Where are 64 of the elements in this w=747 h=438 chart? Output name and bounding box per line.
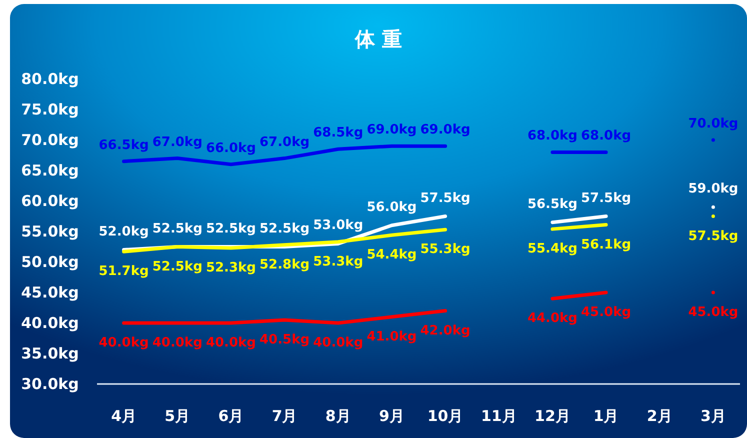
data-label: 69.0kg [420,122,470,138]
data-label: 57.5kg [420,190,470,206]
data-label: 55.4kg [527,242,578,257]
x-tick-label: 8月 [325,407,351,425]
data-label: 54.4kg [366,248,417,263]
data-label: 42.0kg [420,323,470,338]
data-label: 70.0kg [688,116,738,132]
x-tick-label: 12月 [534,407,570,425]
chart-title: 体 重 [354,27,402,51]
data-label: 40.0kg [98,336,149,350]
data-label: 51.7kg [98,264,149,280]
data-label: 52.5kg [260,221,310,236]
data-label: 53.3kg [313,254,364,270]
x-tick-label: 6月 [218,407,244,425]
y-tick-label: 60.0kg [21,192,79,210]
y-tick-label: 50.0kg [21,253,79,271]
data-label: 57.5kg [688,228,738,244]
y-tick-label: 65.0kg [21,162,79,180]
x-tick-label: 4月 [111,407,137,425]
data-label: 67.0kg [260,134,310,150]
data-label: 40.0kg [313,336,364,350]
y-tick-label: 55.0kg [21,222,79,240]
data-label: 40.5kg [260,332,310,348]
y-tick-label: 35.0kg [21,344,79,362]
data-label: 68.5kg [313,126,364,141]
x-tick-label: 7月 [272,407,298,425]
data-label: 68.0kg [581,128,632,144]
x-tick-label: 10月 [427,407,464,425]
x-tick-label: 11月 [480,407,517,425]
x-tick-label: 9月 [378,407,404,425]
data-label: 66.5kg [98,138,149,153]
data-label: 66.0kg [206,140,256,156]
data-label: 52.3kg [206,260,256,276]
data-label: 52.0kg [98,224,149,240]
data-label: 40.0kg [152,336,202,350]
data-label: 55.3kg [420,242,470,258]
data-label: 68.0kg [527,128,578,144]
data-label: 52.5kg [152,221,202,236]
data-label: 40.0kg [206,336,256,350]
data-label: 52.8kg [260,257,310,272]
data-label: 56.5kg [527,196,578,212]
data-label: 57.5kg [581,190,632,206]
x-tick-label: 1月 [593,407,619,425]
data-label: 41.0kg [366,329,417,344]
y-tick-label: 75.0kg [21,100,79,118]
data-label: 53.0kg [313,218,364,234]
data-label: 56.1kg [581,237,632,252]
data-label: 52.5kg [152,259,202,274]
data-label: 52.5kg [206,221,256,236]
x-tick-label: 5月 [164,407,190,425]
y-tick-label: 80.0kg [21,70,79,88]
y-tick-label: 40.0kg [21,314,79,332]
y-tick-label: 70.0kg [21,131,79,149]
y-tick-label: 30.0kg [21,375,79,393]
x-tick-label: 3月 [700,407,726,425]
data-label: 45.0kg [688,305,738,320]
x-tick-label: 2月 [646,407,672,425]
data-label: 56.0kg [366,200,417,215]
data-label: 67.0kg [152,134,202,150]
data-label: 69.0kg [366,122,417,138]
data-label: 59.0kg [688,182,738,197]
y-tick-label: 45.0kg [21,284,79,302]
data-label: 45.0kg [581,305,632,320]
data-label: 44.0kg [527,311,578,326]
